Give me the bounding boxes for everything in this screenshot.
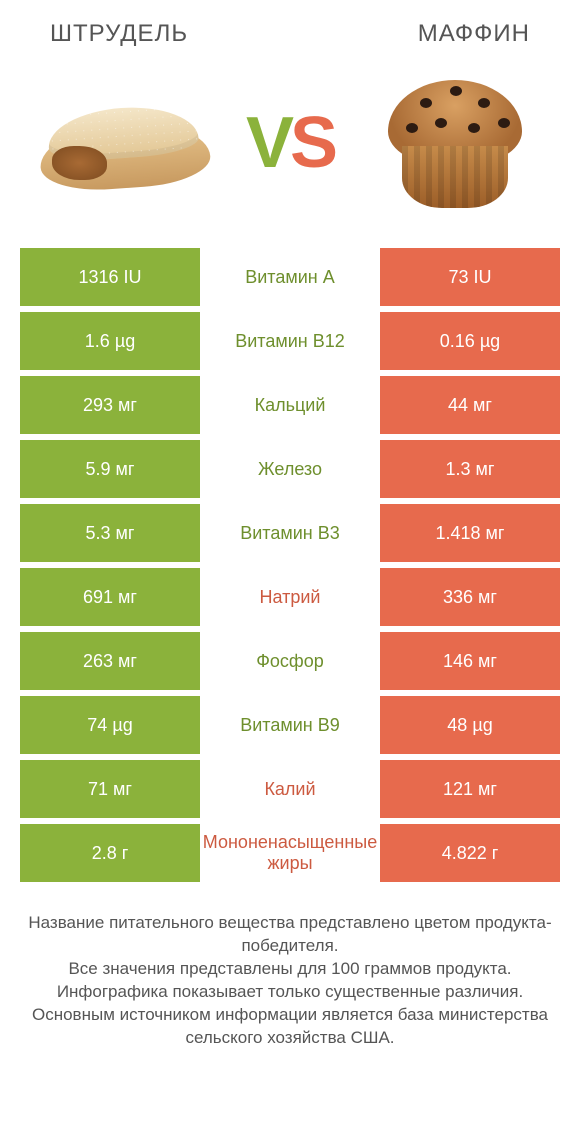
table-row: 5.3 мгВитамин B31.418 мг [20,504,560,562]
footer-line: Основным источником информации является … [20,1004,560,1050]
vs-label: VS [246,107,334,179]
value-right: 146 мг [380,632,560,690]
nutrient-label: Фосфор [200,632,380,690]
value-left: 5.9 мг [20,440,200,498]
value-right: 1.418 мг [380,504,560,562]
value-right: 4.822 г [380,824,560,882]
title-right: МАФФИН [418,20,530,48]
table-row: 2.8 гМононенасыщенные жиры4.822 г [20,824,560,882]
value-left: 2.8 г [20,824,200,882]
value-left: 691 мг [20,568,200,626]
nutrient-table: 1316 IUВитамин A73 IU 1.6 µgВитамин B120.… [20,248,560,882]
nutrient-label: Витамин B3 [200,504,380,562]
title-left: ШТРУДЕЛЬ [50,20,188,48]
muffin-image [370,68,540,218]
value-right: 0.16 µg [380,312,560,370]
vs-v: V [246,103,290,183]
value-left: 293 мг [20,376,200,434]
header: ШТРУДЕЛЬ МАФФИН [0,0,580,58]
value-right: 121 мг [380,760,560,818]
strudel-image [40,68,210,218]
footer-text: Название питательного вещества представл… [20,912,560,1050]
value-left: 71 мг [20,760,200,818]
table-row: 293 мгКальций44 мг [20,376,560,434]
nutrient-label: Железо [200,440,380,498]
table-row: 5.9 мгЖелезо1.3 мг [20,440,560,498]
footer-line: Все значения представлены для 100 граммо… [20,958,560,981]
footer-line: Название питательного вещества представл… [20,912,560,958]
table-row: 1.6 µgВитамин B120.16 µg [20,312,560,370]
nutrient-label: Витамин B12 [200,312,380,370]
table-row: 1316 IUВитамин A73 IU [20,248,560,306]
table-row: 74 µgВитамин B948 µg [20,696,560,754]
value-right: 73 IU [380,248,560,306]
value-right: 336 мг [380,568,560,626]
hero: VS [0,58,580,238]
value-left: 74 µg [20,696,200,754]
table-row: 71 мгКалий121 мг [20,760,560,818]
value-left: 263 мг [20,632,200,690]
nutrient-label: Мононенасыщенные жиры [200,824,380,882]
nutrient-label: Натрий [200,568,380,626]
value-left: 1316 IU [20,248,200,306]
value-left: 1.6 µg [20,312,200,370]
value-right: 1.3 мг [380,440,560,498]
table-row: 263 мгФосфор146 мг [20,632,560,690]
nutrient-label: Калий [200,760,380,818]
table-row: 691 мгНатрий336 мг [20,568,560,626]
footer-line: Инфографика показывает только существенн… [20,981,560,1004]
infographic: ШТРУДЕЛЬ МАФФИН VS [0,0,580,1050]
vs-s: S [290,103,334,183]
nutrient-label: Кальций [200,376,380,434]
nutrient-label: Витамин B9 [200,696,380,754]
value-right: 44 мг [380,376,560,434]
nutrient-label: Витамин A [200,248,380,306]
value-right: 48 µg [380,696,560,754]
value-left: 5.3 мг [20,504,200,562]
